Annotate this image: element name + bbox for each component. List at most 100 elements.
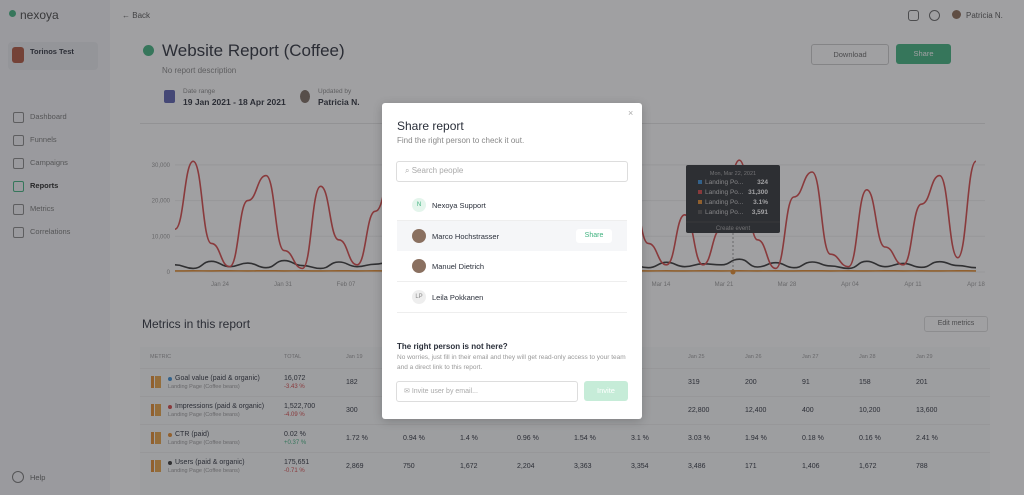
tooltip	[686, 165, 780, 233]
metric-change: -3.43 %	[284, 384, 305, 390]
invite-button[interactable]: Invite	[584, 381, 628, 401]
invite-placeholder-text: Invite user by email...	[411, 388, 478, 395]
tooltip-swatch	[698, 180, 702, 184]
y-tick-label: 30,000	[152, 163, 171, 169]
tooltip-swatch	[698, 200, 702, 204]
metric-cell: 1.4 %	[460, 435, 478, 442]
x-tick-label: Jan 24	[211, 282, 230, 288]
metric-cell: 12,400	[745, 407, 767, 414]
modal-subtitle: Find the right person to check it out.	[397, 136, 525, 145]
metric-change: -4.09 %	[284, 412, 305, 418]
metric-source: Landing Page (Coffee beans)	[168, 384, 240, 390]
workspace-icon	[12, 47, 24, 63]
metric-cell: 10,200	[859, 407, 881, 414]
metrics-title: Metrics in this report	[142, 317, 251, 331]
tooltip-swatch	[698, 210, 702, 214]
nav-item[interactable]: Reports	[30, 181, 59, 190]
share-button[interactable]: Share	[896, 44, 951, 64]
metric-dot	[168, 461, 172, 465]
metric-cell: 2,204	[517, 463, 535, 470]
table-header: METRIC	[150, 354, 172, 360]
nav-item[interactable]: Correlations	[30, 227, 71, 236]
person-row-line	[397, 311, 627, 313]
back-text: Back	[132, 11, 151, 20]
metric-source: Landing Page (Coffee beans)	[168, 468, 240, 474]
back-link[interactable]: ← Back	[122, 11, 151, 20]
metric-cell: 3,354	[631, 463, 649, 470]
missing-title: The right person is not here?	[397, 342, 508, 351]
metric-cell: 1.54 %	[574, 435, 596, 442]
user-menu[interactable]: Patricia N.	[966, 11, 1003, 20]
metric-total: 16,072	[284, 375, 306, 382]
report-description: No report description	[162, 66, 237, 75]
close-button[interactable]: ×	[628, 108, 634, 118]
metric-cell: 1.72 %	[346, 435, 368, 442]
nav-item[interactable]: Metrics	[30, 204, 55, 213]
metric-cell: 91	[802, 379, 810, 386]
table-header: Jan 28	[859, 354, 876, 360]
metric-cell: 1,672	[859, 463, 877, 470]
hover-point	[730, 269, 736, 275]
metric-cell: 400	[802, 407, 814, 414]
table-row-line	[140, 452, 990, 453]
metric-cell: 1,672	[460, 463, 478, 470]
date-range-label: Date range	[183, 88, 216, 95]
metric-name: Users (paid & organic)	[175, 459, 245, 466]
table-header: Jan 27	[802, 354, 819, 360]
download-button[interactable]: Download	[811, 44, 889, 65]
nav-item[interactable]: Funnels	[30, 135, 57, 144]
person-avatar: LP	[412, 289, 426, 304]
settings-icon[interactable]	[929, 10, 940, 21]
metric-name: Impressions (paid & organic)	[175, 403, 265, 410]
metric-cell: 2,869	[346, 463, 364, 470]
x-tick-label: Mar 14	[652, 282, 671, 288]
workspace-name: Torinos Test	[30, 47, 74, 56]
share-modal	[382, 103, 642, 419]
date-range: 19 Jan 2021 - 18 Apr 2021	[183, 97, 286, 107]
metric-icon	[151, 404, 161, 416]
person-name: Nexoya Support	[432, 201, 486, 210]
x-tick-label: Mar 21	[715, 282, 734, 288]
metric-cell: 0.18 %	[802, 435, 824, 442]
nav-item[interactable]: Campaigns	[30, 158, 68, 167]
notifications-icon[interactable]	[908, 10, 919, 21]
person-avatar	[412, 228, 426, 243]
nav-icon	[13, 135, 24, 146]
help-link[interactable]: Help	[30, 473, 46, 482]
x-tick-label: Apr 11	[904, 282, 922, 288]
y-tick-label: 10,000	[152, 234, 171, 240]
metric-cell: 1,406	[802, 463, 820, 470]
invite-input[interactable]	[396, 381, 578, 402]
nav-item[interactable]: Dashboard	[30, 112, 67, 121]
tooltip-title: Mon, Mar 22, 2021	[710, 171, 756, 177]
metric-cell: 3,486	[688, 463, 706, 470]
updated-by-label: Updated by	[318, 88, 352, 95]
search-input[interactable]	[396, 161, 628, 182]
metric-cell: 750	[403, 463, 415, 470]
person-name: Leila Pokkanen	[432, 292, 484, 302]
report-icon	[143, 45, 154, 56]
nav-icon	[13, 112, 24, 123]
modal-title: Share report	[397, 119, 464, 133]
metric-total: 1,522,700	[284, 403, 316, 410]
metric-cell: 182	[346, 379, 358, 386]
table-header: Jan 19	[346, 354, 363, 360]
date-icon	[164, 90, 175, 103]
table-row-line	[140, 424, 990, 425]
metric-cell: 3.03 %	[688, 435, 710, 442]
tooltip-value: 3.1%	[753, 199, 768, 206]
x-tick-label: Jan 31	[274, 282, 293, 288]
person-name: Manuel Dietrich	[432, 262, 485, 271]
metric-cell: 1.94 %	[745, 435, 767, 442]
x-tick-label: Apr 18	[967, 282, 985, 288]
metric-dot	[168, 377, 172, 381]
metric-icon	[151, 432, 161, 444]
tooltip-value: 31,300	[748, 189, 768, 196]
metric-cell: 300	[346, 407, 358, 414]
person-share[interactable]: Share	[576, 228, 612, 243]
metric-cell: 200	[745, 379, 757, 386]
metric-cell: 3,363	[574, 463, 592, 470]
metric-name: Goal value (paid & organic)	[175, 375, 260, 382]
invite-placeholder: ✉ Invite user by email...	[404, 388, 478, 395]
edit-metrics-button[interactable]: Edit metrics	[924, 316, 988, 332]
